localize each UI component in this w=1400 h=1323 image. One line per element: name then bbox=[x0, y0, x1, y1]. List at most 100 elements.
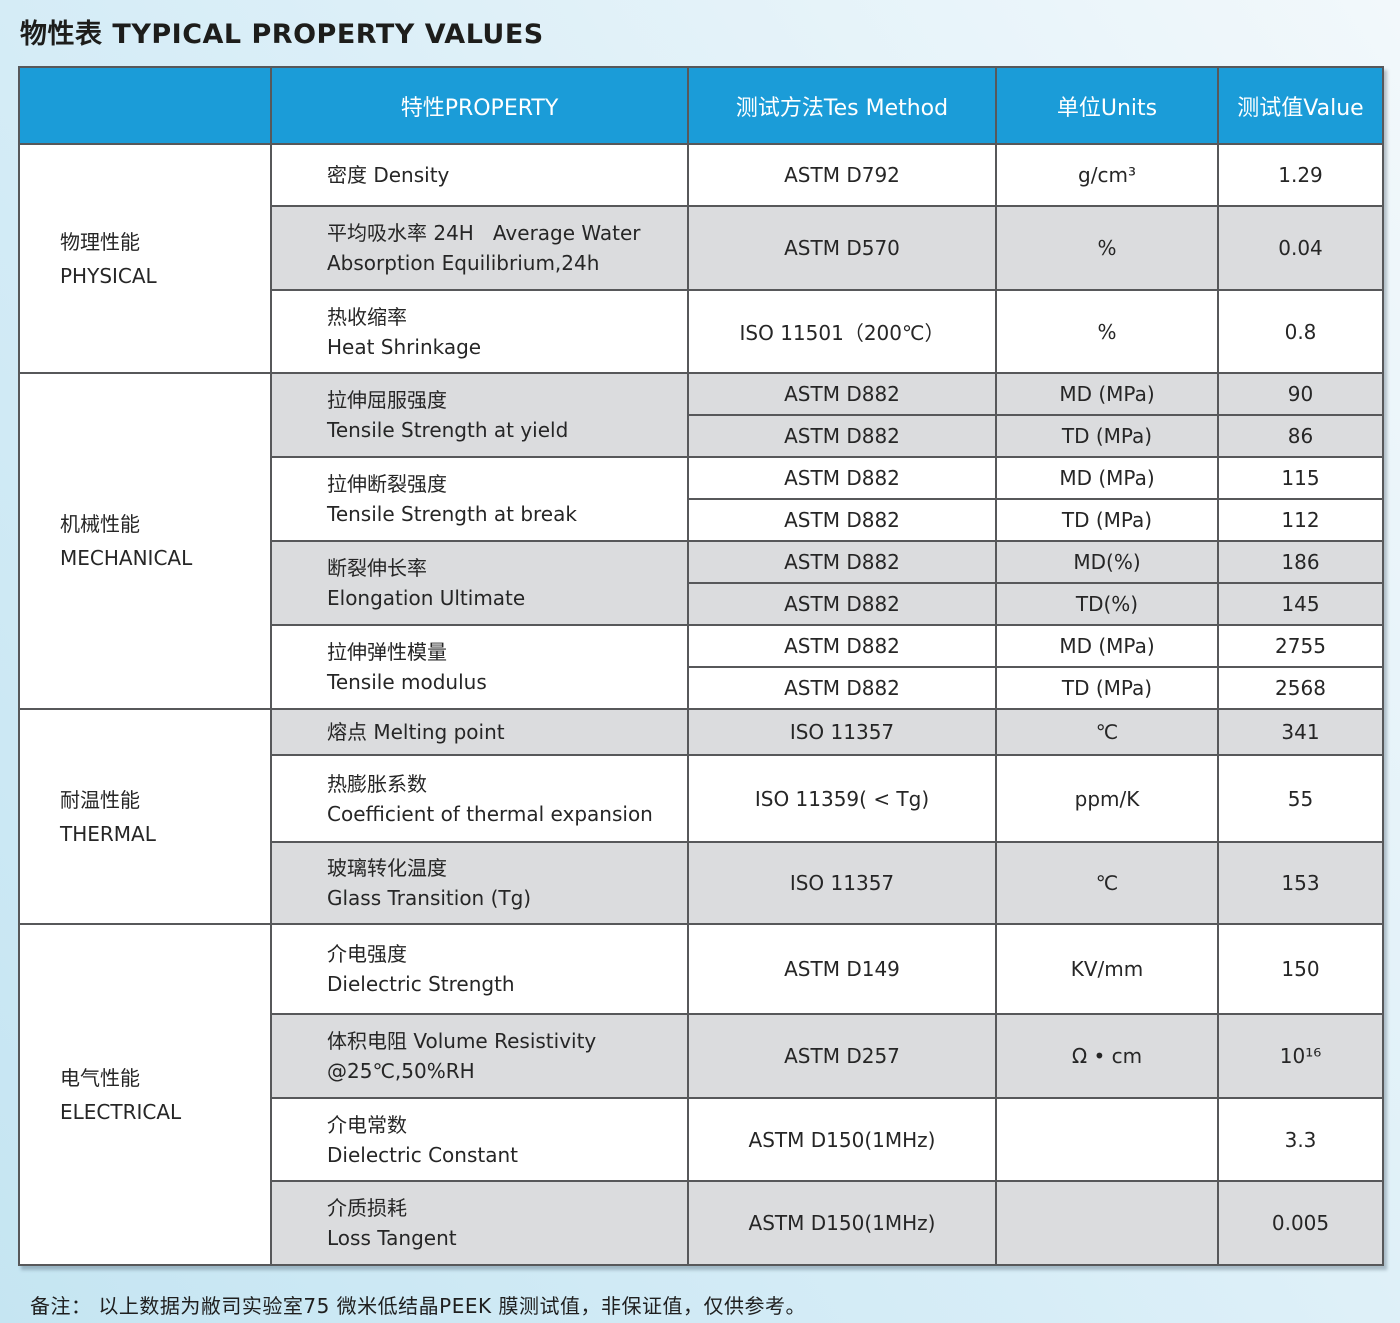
property-line2: Loss Tangent bbox=[327, 1226, 457, 1250]
property-cell: 密度 Density bbox=[270, 143, 689, 207]
method-cell: ISO 11357 bbox=[687, 841, 997, 925]
property-cell: 拉伸屈服强度 Tensile Strength at yield bbox=[270, 372, 689, 458]
property-line2: Elongation Ultimate bbox=[327, 586, 526, 610]
value-cell: 0.04 bbox=[1217, 205, 1384, 291]
property-line1: 密度 Density bbox=[327, 163, 450, 187]
value-cell: 153 bbox=[1217, 841, 1384, 925]
method-cell: ASTM D882 bbox=[687, 414, 997, 458]
method-cell: ISO 11501（200℃） bbox=[687, 289, 997, 374]
property-line1: 拉伸断裂强度 bbox=[327, 472, 447, 496]
page-title: 物性表 TYPICAL PROPERTY VALUES bbox=[20, 19, 544, 50]
property-line2: Heat Shrinkage bbox=[327, 334, 482, 359]
units-cell: ℃ bbox=[995, 708, 1219, 756]
units-cell: TD (MPa) bbox=[995, 498, 1219, 542]
footnote: 备注： 以上数据为敝司实验室75 微米低结晶PEEK 膜测试值，非保证值，仅供参… bbox=[30, 1294, 806, 1318]
units-cell: TD (MPa) bbox=[995, 414, 1219, 458]
property-cell: 拉伸断裂强度 Tensile Strength at break bbox=[270, 456, 689, 542]
value-cell: 150 bbox=[1217, 923, 1384, 1015]
table-row: 介电常数 Dielectric Constant ASTM D150(1MHz)… bbox=[19, 1097, 1384, 1182]
method-cell: ASTM D882 bbox=[687, 456, 997, 500]
category-zh: 电气性能 bbox=[60, 1065, 140, 1090]
property-cell: 介电常数 Dielectric Constant bbox=[270, 1097, 689, 1182]
category-zh: 机械性能 bbox=[60, 512, 140, 536]
property-cell: 玻璃转化温度 Glass Transition (Tg) bbox=[270, 841, 689, 925]
property-cell: 体积电阻 Volume Resistivity @25℃,50%RH bbox=[270, 1013, 689, 1099]
category-cell-physical: 物理性能 PHYSICAL bbox=[18, 143, 272, 374]
property-line2: @25℃,50%RH bbox=[327, 1059, 475, 1083]
property-line2: Tensile modulus bbox=[327, 670, 487, 694]
units-cell: MD(%) bbox=[995, 540, 1219, 584]
category-en: ELECTRICAL bbox=[60, 1099, 182, 1124]
property-line2: Tensile Strength at yield bbox=[327, 418, 569, 442]
table-row: ASTM D882 TD (MPa) 86 bbox=[19, 414, 1384, 458]
property-line1: 断裂伸长率 bbox=[327, 556, 427, 580]
table-row: ASTM D882 TD(%) 145 bbox=[19, 582, 1384, 626]
table-row: 玻璃转化温度 Glass Transition (Tg) ISO 11357 ℃… bbox=[19, 841, 1384, 925]
value-cell: 186 bbox=[1217, 540, 1384, 584]
property-line1: 玻璃转化温度 bbox=[327, 856, 447, 880]
property-cell: 熔点 Melting point bbox=[270, 708, 689, 756]
value-cell: 3.3 bbox=[1217, 1097, 1384, 1182]
category-en: MECHANICAL bbox=[60, 546, 193, 570]
property-line1: 介质损耗 bbox=[327, 1196, 407, 1220]
table-row: 电气性能 ELECTRICAL 介电强度 Dielectric Strength… bbox=[18, 923, 1384, 1266]
property-line2: Dielectric Constant bbox=[327, 1142, 519, 1167]
method-cell: ASTM D882 bbox=[687, 498, 997, 542]
method-cell: ASTM D792 bbox=[687, 143, 997, 207]
units-cell: ℃ bbox=[995, 841, 1219, 925]
method-cell: ASTM D257 bbox=[687, 1013, 997, 1099]
property-cell: 热收缩率 Heat Shrinkage bbox=[270, 289, 689, 374]
table-row: 拉伸断裂强度 Tensile Strength at break ASTM D8… bbox=[19, 456, 1384, 542]
table-row: 物理性能 PHYSICAL 密度 Density ASTM D792 g/cm³… bbox=[18, 143, 1384, 374]
category-zh: 耐温性能 bbox=[60, 787, 140, 812]
units-cell: MD (MPa) bbox=[995, 624, 1219, 668]
units-cell bbox=[995, 1097, 1219, 1182]
category-en: PHYSICAL bbox=[60, 263, 157, 288]
header-cell-property: 特性PROPERTY bbox=[270, 66, 689, 145]
property-line1: 介电强度 bbox=[327, 942, 407, 966]
units-cell: TD(%) bbox=[995, 582, 1219, 626]
table-row: 体积电阻 Volume Resistivity @25℃,50%RH ASTM … bbox=[19, 1013, 1384, 1099]
category-cell-electrical: 电气性能 ELECTRICAL bbox=[18, 923, 272, 1266]
units-cell: % bbox=[995, 205, 1219, 291]
header-cell-method: 测试方法Tes Method bbox=[687, 66, 997, 145]
property-line2: Dielectric Strength bbox=[327, 972, 515, 996]
category-cell-thermal: 耐温性能 THERMAL bbox=[18, 708, 272, 925]
units-cell bbox=[995, 1180, 1219, 1266]
value-cell: 112 bbox=[1217, 498, 1384, 542]
units-cell: g/cm³ bbox=[995, 143, 1219, 207]
property-cell: 断裂伸长率 Elongation Ultimate bbox=[270, 540, 689, 626]
property-cell: 介电强度 Dielectric Strength bbox=[270, 923, 689, 1015]
value-cell: 0.005 bbox=[1217, 1180, 1384, 1266]
value-cell: 10¹⁶ bbox=[1217, 1013, 1384, 1099]
table-row: 耐温性能 THERMAL 熔点 Melting point ISO 11357 … bbox=[18, 708, 1384, 925]
category-en: THERMAL bbox=[60, 821, 156, 846]
method-cell: ASTM D149 bbox=[687, 923, 997, 1015]
value-cell: 341 bbox=[1217, 708, 1384, 756]
table-row: ASTM D882 TD (MPa) 2568 bbox=[19, 666, 1384, 710]
property-line1: 熔点 Melting point bbox=[327, 720, 505, 744]
units-cell: TD (MPa) bbox=[995, 666, 1219, 710]
property-line1: 介电常数 bbox=[327, 1112, 407, 1137]
property-cell: 平均吸水率 24H Average Water Absorption Equil… bbox=[270, 205, 689, 291]
units-cell: MD (MPa) bbox=[995, 372, 1219, 416]
table-row: 热膨胀系数 Coefficient of thermal expansion I… bbox=[19, 754, 1384, 843]
property-cell: 介质损耗 Loss Tangent bbox=[270, 1180, 689, 1266]
value-cell: 90 bbox=[1217, 372, 1384, 416]
property-cell: 拉伸弹性模量 Tensile modulus bbox=[270, 624, 689, 710]
property-line1: 体积电阻 Volume Resistivity bbox=[327, 1029, 597, 1053]
value-cell: 0.8 bbox=[1217, 289, 1384, 374]
header-row: 特性PROPERTY 测试方法Tes Method 单位Units 测试值Val… bbox=[18, 66, 1384, 145]
value-cell: 115 bbox=[1217, 456, 1384, 500]
table-row: 拉伸弹性模量 Tensile modulus ASTM D882 MD (MPa… bbox=[19, 624, 1384, 710]
method-cell: ASTM D882 bbox=[687, 624, 997, 668]
table-row: 热收缩率 Heat Shrinkage ISO 11501（200℃） % 0.… bbox=[19, 289, 1384, 374]
property-table: 特性PROPERTY 测试方法Tes Method 单位Units 测试值Val… bbox=[18, 66, 1384, 1266]
property-line1: 平均吸水率 24H Average Water bbox=[327, 221, 641, 245]
property-line1: 拉伸屈服强度 bbox=[327, 388, 447, 412]
value-cell: 1.29 bbox=[1217, 143, 1384, 207]
table-row: 平均吸水率 24H Average Water Absorption Equil… bbox=[19, 205, 1384, 291]
value-cell: 86 bbox=[1217, 414, 1384, 458]
value-cell: 145 bbox=[1217, 582, 1384, 626]
